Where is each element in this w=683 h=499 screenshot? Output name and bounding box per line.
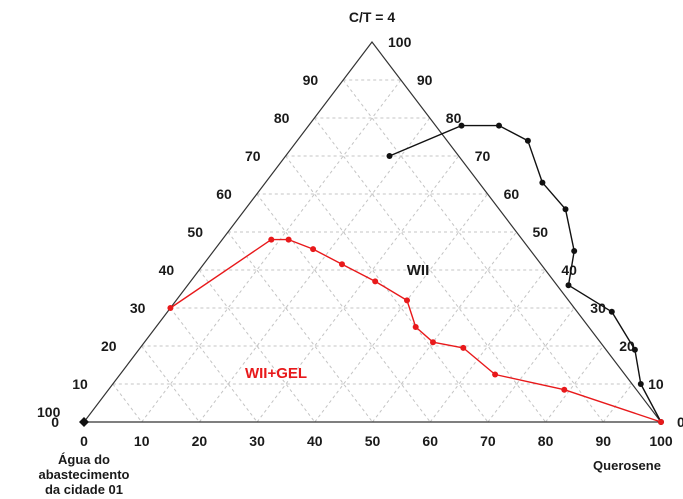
tick-label: 30	[130, 300, 146, 316]
series-0-point	[571, 248, 578, 254]
grid-line	[545, 345, 604, 423]
series-1-point	[339, 261, 345, 268]
tick-label: 0	[80, 433, 88, 449]
series-1-point	[404, 297, 410, 304]
series-1-point	[372, 278, 379, 285]
series-1-point	[658, 419, 664, 425]
phase-boundaries	[79, 122, 664, 427]
series-1-point	[561, 386, 568, 393]
grid-line	[429, 269, 546, 423]
tick-label: 70	[475, 148, 491, 164]
series-1-point	[460, 344, 467, 351]
series-0-point	[539, 179, 546, 186]
grid-line	[372, 231, 517, 423]
corner-marker	[79, 417, 89, 427]
tick-label: 90	[417, 72, 433, 88]
tick-labels: 0 10 20 30 40 50 60 70 80 90 100100908070605040302…	[37, 34, 683, 449]
grid-line	[256, 155, 460, 423]
tick-label: 100	[37, 404, 61, 420]
tick-label: 70	[480, 433, 496, 449]
series-1-point	[412, 324, 419, 330]
tick-label: 60	[504, 186, 520, 202]
tick-label: 10	[648, 376, 664, 392]
tick-label: 60	[422, 433, 438, 449]
grid-line	[141, 345, 200, 423]
tick-label: 30	[590, 300, 606, 316]
tick-label: 20	[619, 338, 635, 354]
tick-label: 10	[72, 376, 88, 392]
tick-label: 80	[446, 110, 462, 126]
tick-label: 90	[303, 72, 319, 88]
vertex-label-left: abastecimento	[38, 467, 129, 482]
series-0-point	[458, 122, 465, 129]
grid-line	[285, 155, 489, 423]
series-0-point	[524, 137, 531, 144]
tick-label: 100	[649, 433, 673, 449]
series-0-point	[631, 346, 638, 353]
grid-line	[342, 79, 604, 423]
grid-line	[227, 231, 373, 423]
series-1-point	[430, 339, 436, 346]
tick-label: 40	[159, 262, 175, 278]
tick-label: 10	[134, 433, 150, 449]
series-1-point	[492, 371, 499, 378]
tick-label: 60	[216, 186, 232, 202]
grid-line	[198, 269, 316, 423]
tick-label: 70	[245, 148, 261, 164]
tick-label: 80	[538, 433, 554, 449]
tick-label: 80	[274, 110, 290, 126]
series-0-point	[608, 308, 615, 315]
series-1-point	[310, 246, 317, 253]
grid-line	[487, 307, 575, 423]
series-0-point	[637, 381, 644, 387]
tick-label: 30	[249, 433, 265, 449]
grid-line	[602, 383, 633, 423]
series-0-point	[496, 122, 502, 129]
tick-label: 40	[561, 262, 577, 278]
series-0-point	[565, 282, 572, 289]
vertex-label-left: Água do	[58, 452, 110, 467]
grid-line	[112, 383, 143, 423]
tick-label: 20	[192, 433, 208, 449]
tick-label: 0	[677, 414, 683, 430]
series-1-point	[285, 236, 292, 243]
tick-label: 100	[388, 34, 412, 50]
vertex-label-right: Querosene	[593, 458, 661, 473]
series-1-point	[268, 236, 275, 243]
tick-label: 90	[596, 433, 612, 449]
triangle-frame	[82, 41, 663, 423]
series-0-point	[562, 206, 569, 213]
series-0-line	[389, 124, 662, 423]
tick-label: 50	[365, 433, 381, 449]
tick-label: 50	[533, 224, 549, 240]
series-0-point	[386, 153, 393, 159]
tick-label: 40	[307, 433, 323, 449]
grid-line	[314, 117, 546, 423]
ternary-grid	[112, 79, 633, 423]
vertex-label-left: da cidade 01	[45, 482, 123, 497]
series-1-point	[167, 305, 174, 311]
tick-label: 0	[51, 414, 59, 430]
triangle-outline	[82, 41, 663, 423]
region-label-wii: WII	[407, 262, 430, 279]
tick-label: 50	[187, 224, 203, 240]
vertex-label-top: C/T = 4	[349, 9, 396, 25]
tick-label: 20	[101, 338, 117, 354]
region-label-wii-gel: WII+GEL	[245, 365, 307, 382]
